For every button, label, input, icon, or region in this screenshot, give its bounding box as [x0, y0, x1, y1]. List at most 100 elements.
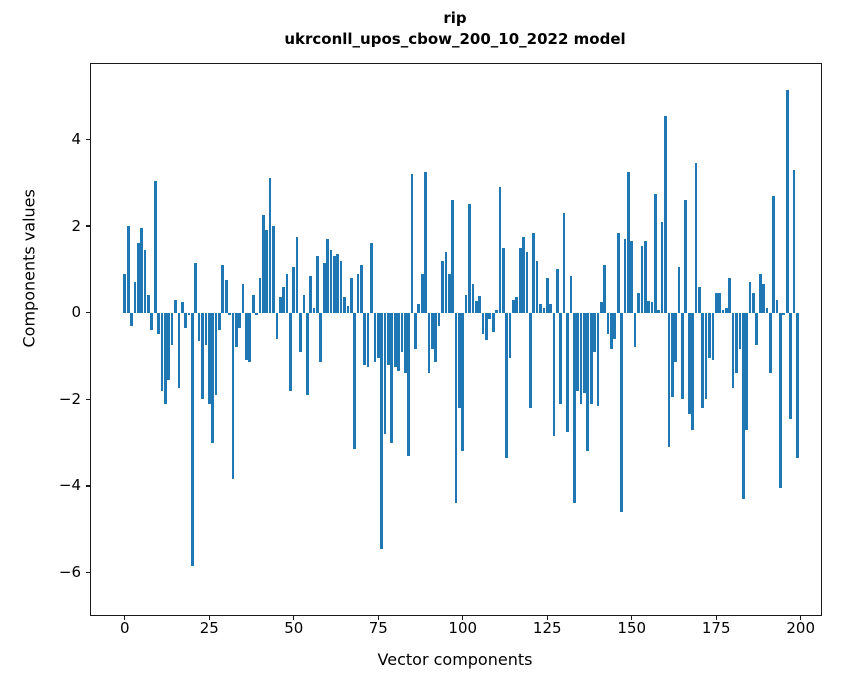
bar-component-118: [522, 236, 525, 313]
bar-component-99: [458, 312, 461, 408]
bar-component-41: [262, 215, 265, 313]
bar-component-169: [694, 163, 698, 313]
bar-component-197: [789, 312, 792, 419]
bar-component-126: [549, 303, 552, 313]
bar-component-108: [488, 312, 492, 320]
bar-component-76: [380, 312, 383, 549]
bar-component-187: [755, 312, 759, 346]
bar-component-175: [714, 293, 718, 313]
x-tick-label: 25: [199, 619, 219, 637]
bar-component-183: [741, 312, 745, 499]
bar-component-59: [322, 262, 326, 313]
bar-component-66: [346, 306, 350, 313]
y-tick-mark: [85, 311, 90, 314]
bar-component-26: [211, 312, 214, 443]
bar-component-18: [184, 312, 187, 328]
bar-component-132: [569, 275, 573, 313]
bar-component-110: [495, 310, 498, 313]
bar-component-131: [566, 312, 569, 432]
bar-component-166: [684, 200, 688, 313]
bar-component-181: [735, 312, 738, 374]
bar-component-177: [721, 310, 725, 313]
bar-component-93: [437, 312, 441, 326]
bar-component-170: [697, 286, 701, 313]
bar-component-95: [444, 252, 448, 313]
plot-area: 4 2 0 −2 −4 −6 0 25 50 75 100 125 150 175 200: [59, 63, 822, 636]
bar-component-12: [164, 312, 167, 404]
bar-component-34: [238, 312, 242, 328]
bar-component-2: [130, 312, 133, 326]
bar-component-19: [187, 312, 191, 315]
chart-title-line2: ukrconll_upos_cbow_200_10_2022 model: [284, 30, 626, 48]
bar-component-48: [285, 273, 289, 313]
bar-component-157: [654, 193, 657, 313]
x-tick-mark: [124, 616, 126, 621]
bar-component-174: [711, 312, 715, 361]
bar-component-117: [518, 247, 522, 313]
bar-component-8: [150, 312, 154, 330]
bar-component-164: [677, 267, 681, 313]
bar-component-3: [133, 282, 137, 313]
x-tick-label: 150: [617, 619, 647, 637]
bar-component-104: [474, 300, 478, 313]
bar-component-10: [157, 312, 160, 335]
bar-component-42: [265, 230, 269, 313]
bar-component-172: [704, 312, 708, 400]
bar-component-163: [674, 312, 678, 363]
bar-component-151: [633, 312, 637, 348]
bar-component-173: [708, 312, 711, 359]
bar-component-168: [691, 312, 694, 430]
bar-component-35: [241, 284, 245, 313]
bar-component-27: [214, 312, 218, 395]
bar-component-87: [417, 303, 421, 313]
bar-component-55: [309, 275, 313, 313]
bar-component-5: [140, 228, 144, 313]
bar-component-114: [508, 312, 512, 359]
bar-component-133: [572, 312, 576, 504]
bar-component-120: [529, 312, 532, 408]
bar-component-78: [387, 312, 390, 365]
x-tick-mark: [800, 616, 802, 621]
bar-component-102: [468, 204, 471, 313]
bar-component-7: [147, 295, 150, 313]
bar-component-4: [136, 243, 140, 313]
y-tick-label: 2: [71, 216, 81, 235]
bar-component-16: [177, 312, 181, 389]
bar-component-80: [393, 312, 397, 367]
bar-component-94: [441, 260, 444, 313]
bar-component-81: [397, 312, 400, 372]
x-tick-label: 50: [284, 619, 304, 637]
x-axis-label: Vector components: [377, 650, 533, 669]
bar-component-96: [447, 273, 451, 313]
y-tick-mark: [85, 571, 90, 574]
bar-component-192: [772, 195, 776, 313]
chart-title-line1: rip: [443, 9, 467, 27]
bar-component-125: [545, 277, 549, 313]
bar-component-43: [268, 178, 272, 313]
y-tick-mark: [85, 225, 90, 227]
bar-component-178: [725, 308, 728, 313]
bar-component-50: [292, 267, 296, 313]
bar-component-17: [180, 301, 184, 313]
bar-component-86: [414, 312, 417, 350]
bar-component-13: [167, 312, 171, 380]
bar-component-129: [559, 312, 563, 404]
bar-component-83: [403, 312, 407, 374]
bar-component-135: [579, 312, 583, 404]
bar-component-111: [498, 187, 502, 313]
y-tick-mark: [85, 398, 90, 400]
bar-component-179: [728, 277, 732, 313]
bar-component-85: [410, 174, 414, 313]
bar-component-171: [701, 312, 705, 408]
bar-component-72: [366, 312, 370, 367]
bar-component-137: [586, 312, 590, 452]
bar-component-98: [454, 312, 458, 504]
bar-component-180: [731, 312, 735, 389]
bar-component-185: [748, 282, 752, 313]
x-tick-label: 100: [448, 619, 478, 637]
x-tick-mark: [462, 616, 464, 621]
bar-component-184: [745, 312, 748, 430]
bar-component-176: [718, 293, 721, 313]
bar-component-198: [792, 169, 796, 313]
